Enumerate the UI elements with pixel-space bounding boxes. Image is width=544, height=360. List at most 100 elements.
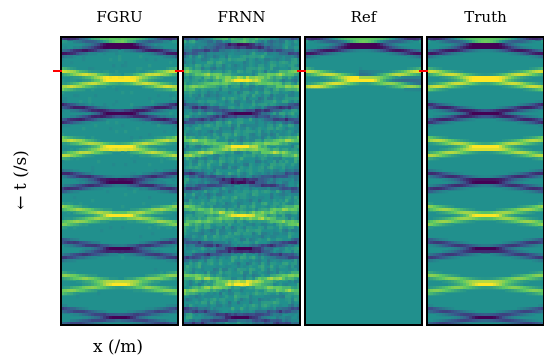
heatmap-cell bbox=[237, 172, 241, 176]
heatmap-cell bbox=[97, 244, 101, 248]
heatmap-cell bbox=[192, 172, 196, 176]
heatmap-cell bbox=[192, 55, 196, 59]
heatmap-cell bbox=[228, 127, 232, 131]
heatmap-cell bbox=[64, 205, 68, 209]
heatmap-cell bbox=[273, 49, 277, 53]
heatmap-cell bbox=[204, 55, 208, 59]
heatmap-cell bbox=[151, 280, 155, 284]
heatmap-cell bbox=[246, 112, 250, 116]
heatmap-cell bbox=[231, 277, 235, 281]
heatmap-cell bbox=[291, 247, 295, 251]
heatmap-cell bbox=[136, 184, 140, 188]
heatmap-cell bbox=[237, 262, 241, 266]
heatmap-cell bbox=[192, 103, 196, 107]
heatmap-cell bbox=[210, 298, 214, 302]
heatmap-cell bbox=[97, 247, 101, 251]
heatmap-cell bbox=[61, 187, 65, 191]
heatmap-cell bbox=[201, 244, 205, 248]
heatmap-cell bbox=[255, 82, 259, 86]
heatmap-cell bbox=[401, 40, 405, 44]
heatmap-cell bbox=[249, 271, 253, 275]
heatmap-cell bbox=[186, 277, 190, 281]
heatmap-cell bbox=[82, 250, 86, 254]
heatmap-cell bbox=[61, 223, 65, 227]
heatmap-cell bbox=[189, 106, 193, 110]
heatmap-cell bbox=[204, 136, 208, 140]
heatmap-cell bbox=[231, 124, 235, 128]
heatmap-cell bbox=[285, 85, 289, 89]
heatmap-cell bbox=[118, 76, 122, 80]
heatmap-cell bbox=[258, 37, 262, 41]
heatmap-cell bbox=[291, 55, 295, 59]
heatmap-cell bbox=[154, 169, 158, 173]
heatmap-cell bbox=[276, 307, 280, 311]
heatmap-cell bbox=[219, 295, 223, 299]
heatmap-cell bbox=[288, 301, 292, 305]
heatmap-cell bbox=[145, 253, 149, 257]
heatmap-cell bbox=[255, 61, 259, 65]
heatmap-cell bbox=[106, 208, 110, 212]
heatmap-cell bbox=[94, 181, 98, 185]
heatmap-cell bbox=[246, 115, 250, 119]
heatmap-cell bbox=[285, 319, 289, 323]
heatmap-cell bbox=[166, 253, 170, 257]
heatmap-cell bbox=[297, 157, 301, 161]
heatmap-cell bbox=[225, 73, 229, 77]
heatmap-cell bbox=[142, 175, 146, 179]
heatmap-cell bbox=[124, 280, 128, 284]
heatmap-cell bbox=[297, 253, 301, 257]
heatmap-cell bbox=[219, 217, 223, 221]
heatmap-cell bbox=[163, 49, 167, 53]
heatmap-cell bbox=[273, 256, 277, 260]
heatmap-cell bbox=[169, 253, 173, 257]
heatmap-cell bbox=[213, 151, 217, 155]
heatmap-cell bbox=[249, 295, 253, 299]
heatmap-cell bbox=[115, 142, 119, 146]
heatmap-cell bbox=[112, 277, 116, 281]
heatmap-cell bbox=[270, 97, 274, 101]
heatmap-cell bbox=[91, 178, 95, 182]
heatmap-cell bbox=[106, 211, 110, 215]
heatmap-cell bbox=[264, 214, 268, 218]
heatmap-cell bbox=[294, 166, 298, 170]
heatmap-cell bbox=[264, 220, 268, 224]
heatmap-cell bbox=[142, 43, 146, 47]
heatmap-cell bbox=[243, 91, 247, 95]
heatmap-cell bbox=[115, 181, 119, 185]
heatmap-cell bbox=[267, 211, 271, 215]
heatmap-cell bbox=[261, 133, 265, 137]
heatmap-cell bbox=[124, 142, 128, 146]
heatmap-cell bbox=[246, 133, 250, 137]
heatmap-cell bbox=[73, 73, 77, 77]
heatmap-cell bbox=[198, 187, 202, 191]
heatmap-cell bbox=[91, 286, 95, 290]
heatmap-cell bbox=[291, 109, 295, 113]
heatmap-cell bbox=[264, 235, 268, 239]
heatmap-cell bbox=[73, 109, 77, 113]
heatmap-cell bbox=[210, 148, 214, 152]
heatmap-cell bbox=[91, 244, 95, 248]
heatmap-cell bbox=[288, 310, 292, 314]
heatmap-cell bbox=[186, 259, 190, 263]
heatmap-cell bbox=[249, 187, 253, 191]
heatmap-cell bbox=[276, 52, 280, 56]
heatmap-cell bbox=[136, 250, 140, 254]
heatmap-cell bbox=[73, 289, 77, 293]
heatmap-cell bbox=[61, 271, 65, 275]
heatmap-cell bbox=[166, 277, 170, 281]
heatmap-cell bbox=[109, 181, 113, 185]
heatmap-cell bbox=[267, 82, 271, 86]
heatmap-cell bbox=[73, 277, 77, 281]
heatmap-cell bbox=[252, 193, 256, 197]
heatmap-cell bbox=[207, 61, 211, 65]
heatmap-cell bbox=[201, 181, 205, 185]
heatmap-cell bbox=[76, 118, 80, 122]
heatmap-cell bbox=[127, 178, 131, 182]
heatmap-cell bbox=[213, 142, 217, 146]
heatmap-cell bbox=[106, 283, 110, 287]
heatmap-cell bbox=[240, 175, 244, 179]
heatmap-cell bbox=[249, 259, 253, 263]
heatmap-cell bbox=[121, 148, 125, 152]
heatmap-cell bbox=[189, 37, 193, 41]
heatmap-cell bbox=[189, 316, 193, 320]
